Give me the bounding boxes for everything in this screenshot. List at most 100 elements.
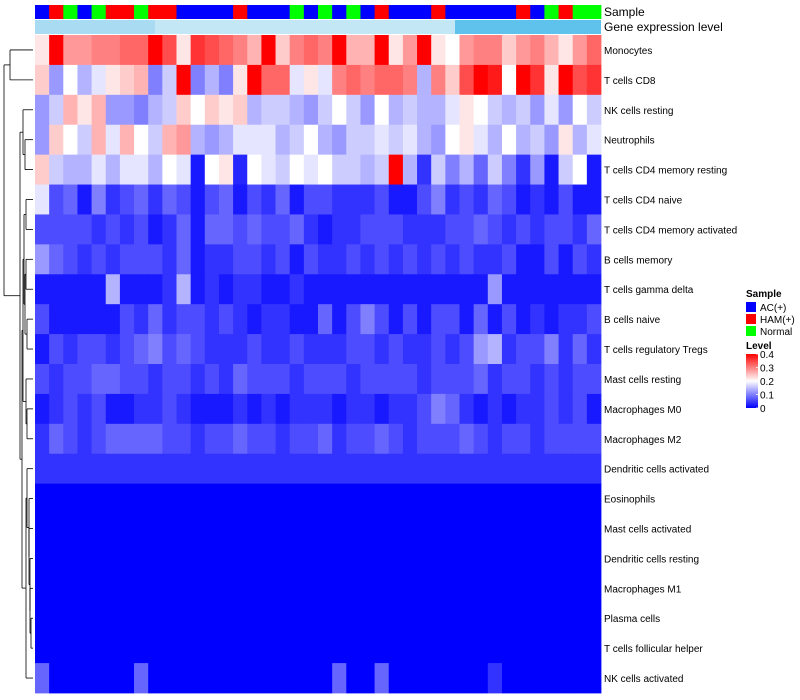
heatmap-cell [63,214,78,245]
heatmap-cell [105,154,121,185]
heatmap-cell [332,64,347,96]
heatmap-cell [204,393,220,425]
heatmap-cell [487,663,503,694]
heatmap-cell [388,543,404,574]
heatmap-cell [148,334,163,365]
heatmap-cell [303,35,319,66]
heatmap-cell [91,274,107,305]
heatmap-cell [289,543,305,574]
heatmap-cell [360,603,375,634]
heatmap-cell [360,453,375,485]
heatmap-cell [572,364,588,395]
heatmap-cell [530,334,545,365]
legend-entry-label: HAM(+) [760,315,795,326]
heatmap-cell [261,364,276,395]
heatmap-cell [91,64,107,96]
heatmap-cell [516,364,531,395]
heatmap-cell [346,94,361,126]
heatmap-cell [49,543,64,574]
heatmap-cell [49,304,64,335]
heatmap-cell [77,94,92,126]
heatmap-cell [162,64,177,96]
heatmap-cell [49,334,64,365]
heatmap-cell [162,274,177,305]
heatmap-cell [275,244,291,275]
heatmap-cell [318,393,333,425]
heatmap-cell [431,304,446,335]
heatmap-cell [134,64,149,96]
heatmap-cell [431,274,446,305]
heatmap-cell [402,334,418,365]
sample-annotation-cell [134,5,149,19]
heatmap-cell [247,543,262,574]
heatmap-cell [318,94,333,126]
heatmap-cell [516,573,531,604]
heatmap-cell [586,154,602,185]
heatmap-cell [190,364,206,395]
heatmap-cell [487,483,503,514]
heatmap-cell [176,64,192,96]
heatmap-cell [501,663,517,694]
heatmap-cell [332,304,347,335]
heatmap-cell [544,603,559,634]
heatmap-cell [586,214,602,245]
heatmap-cell [204,483,220,514]
heatmap-cell [558,154,574,185]
heatmap-cell [473,184,489,215]
heatmap-cell [148,453,163,485]
heatmap-cell [233,124,248,156]
heatmap-cell [558,244,574,275]
heatmap-cell [63,663,78,694]
track-label-sample: Sample [604,5,645,19]
heatmap-cell [473,64,489,96]
heatmap-cell [63,453,78,485]
heatmap-cell [275,393,291,425]
heatmap-cell [558,124,574,156]
heatmap-cell [558,334,574,365]
heatmap-cell [572,334,588,365]
heatmap-cell [190,154,206,185]
heatmap-cell [91,124,107,156]
heatmap-cell [162,334,177,365]
heatmap-cell [417,184,432,215]
legend-sample-title: Sample [746,289,782,300]
heatmap-cell [77,334,92,365]
heatmap-cell [417,633,432,664]
heatmap-cell [374,334,390,365]
heatmap-cell [190,423,206,455]
heatmap-cell [148,64,163,96]
heatmap-cell [233,364,248,395]
heatmap-cell [459,513,475,544]
heatmap-cell [501,184,517,215]
heatmap-cell [388,393,404,425]
heatmap-cell [318,633,333,664]
heatmap-cell [332,184,347,215]
heatmap-cell [49,513,64,544]
heatmap-cell [261,483,276,514]
sample-annotation-cell [487,5,503,19]
heatmap-cell [162,453,177,485]
heatmap-cell [516,393,531,425]
heatmap-cell [162,483,177,514]
heatmap-cell [318,244,333,275]
row-label: Eosinophils [604,495,655,506]
heatmap-cell [261,274,276,305]
heatmap-cell [360,334,375,365]
heatmap-cell [247,274,262,305]
heatmap-cell [459,64,475,96]
heatmap-cell [119,35,135,66]
heatmap-cell [49,64,64,96]
heatmap-cell [544,274,559,305]
heatmap-cell [473,364,489,395]
heatmap-cell [289,214,305,245]
heatmap-cell [431,94,446,126]
heatmap-cell [162,663,177,694]
heatmap-cells [35,35,602,694]
heatmap-cell [501,94,517,126]
heatmap-cell [204,334,220,365]
heatmap-cell [586,304,602,335]
heatmap-cell [35,573,50,604]
heatmap-cell [530,393,545,425]
heatmap-cell [445,513,460,544]
